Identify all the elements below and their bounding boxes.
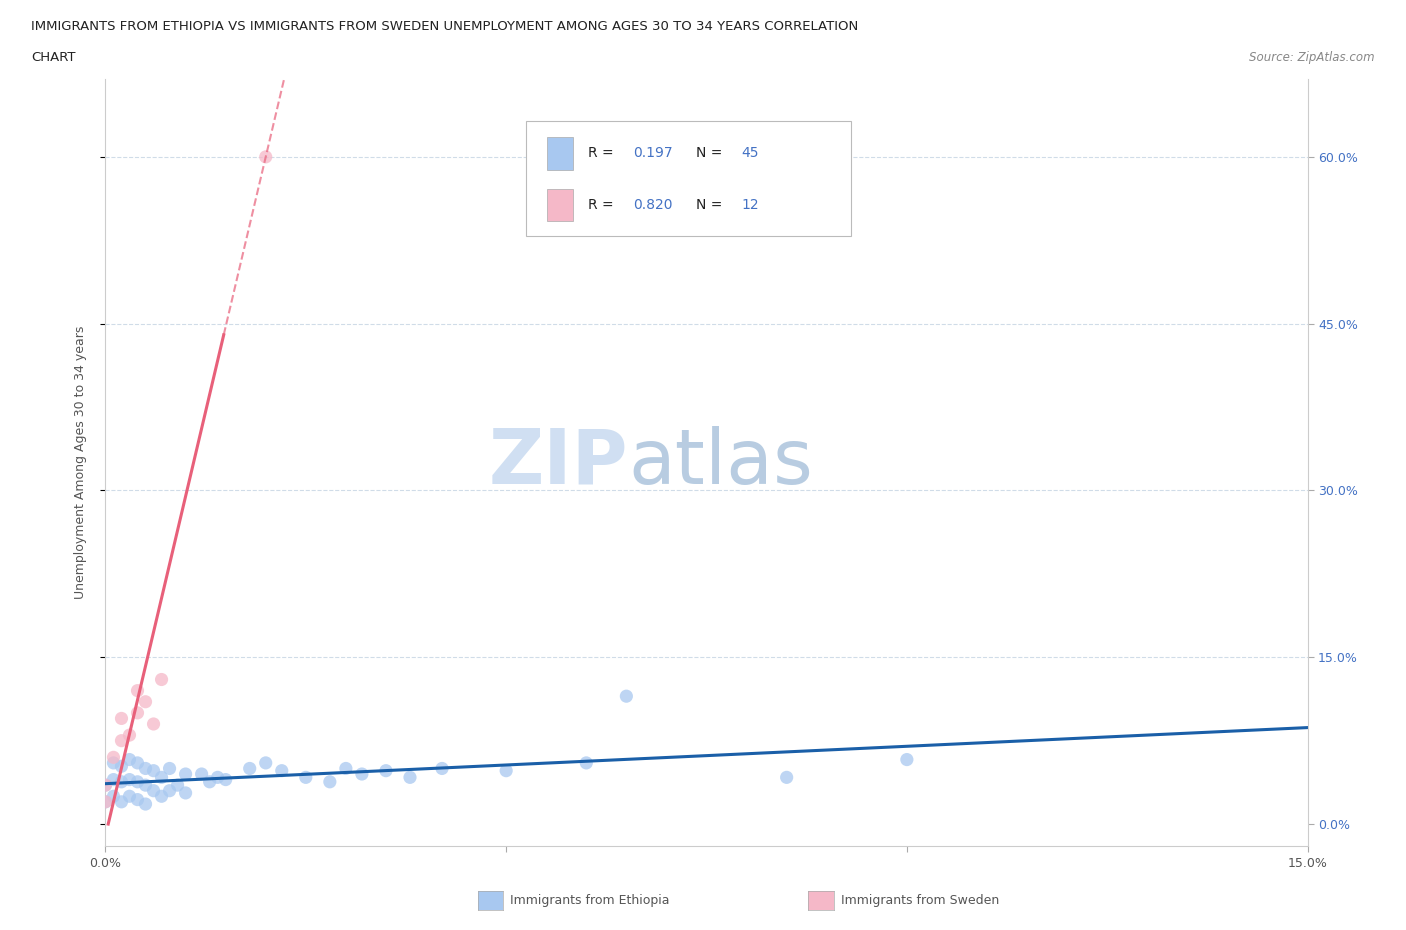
Text: IMMIGRANTS FROM ETHIOPIA VS IMMIGRANTS FROM SWEDEN UNEMPLOYMENT AMONG AGES 30 TO: IMMIGRANTS FROM ETHIOPIA VS IMMIGRANTS F… — [31, 20, 858, 33]
Point — [103, 772, 125, 787]
Bar — [547, 189, 574, 221]
Point — [103, 789, 125, 804]
Point — [159, 783, 181, 798]
Point — [776, 770, 799, 785]
Point — [174, 786, 197, 801]
Point — [896, 752, 918, 767]
Text: 0.197: 0.197 — [633, 146, 673, 161]
Text: 45: 45 — [741, 146, 759, 161]
Point — [118, 772, 141, 787]
Point — [110, 775, 132, 790]
Point — [295, 770, 318, 785]
Text: Immigrants from Sweden: Immigrants from Sweden — [841, 894, 1000, 907]
Text: CHART: CHART — [31, 51, 76, 64]
Point — [399, 770, 422, 785]
Point — [103, 750, 125, 764]
Point — [166, 777, 188, 792]
Point — [103, 755, 125, 770]
Point — [335, 761, 357, 776]
Text: R =: R = — [588, 198, 617, 212]
Text: R =: R = — [588, 146, 617, 161]
Y-axis label: Unemployment Among Ages 30 to 34 years: Unemployment Among Ages 30 to 34 years — [75, 326, 87, 599]
Point — [127, 792, 149, 807]
Point — [118, 727, 141, 742]
Point — [94, 777, 117, 792]
Point — [616, 689, 638, 704]
Point — [254, 755, 277, 770]
Point — [110, 733, 132, 748]
Point — [135, 761, 157, 776]
Point — [135, 777, 157, 792]
Point — [118, 752, 141, 767]
Point — [575, 755, 598, 770]
Point — [254, 150, 277, 165]
Point — [135, 797, 157, 812]
Point — [495, 764, 517, 778]
Text: atlas: atlas — [628, 426, 813, 499]
Text: Immigrants from Ethiopia: Immigrants from Ethiopia — [510, 894, 669, 907]
Point — [142, 764, 165, 778]
Point — [374, 764, 398, 778]
Point — [207, 770, 229, 785]
Point — [159, 761, 181, 776]
Point — [118, 789, 141, 804]
Point — [94, 777, 117, 792]
Point — [214, 772, 236, 787]
Point — [135, 695, 157, 710]
Point — [110, 794, 132, 809]
Text: N =: N = — [696, 198, 727, 212]
Point — [110, 759, 132, 774]
Point — [239, 761, 262, 776]
Point — [127, 706, 149, 721]
Point — [350, 766, 373, 781]
Point — [127, 684, 149, 698]
Point — [150, 789, 173, 804]
Point — [319, 775, 342, 790]
Point — [198, 775, 221, 790]
Point — [94, 794, 117, 809]
Point — [110, 711, 132, 726]
Text: 0.820: 0.820 — [633, 198, 672, 212]
Point — [94, 794, 117, 809]
Point — [127, 775, 149, 790]
Point — [150, 770, 173, 785]
Point — [142, 716, 165, 731]
Text: N =: N = — [696, 146, 727, 161]
Bar — [547, 138, 574, 169]
Point — [127, 755, 149, 770]
Point — [430, 761, 453, 776]
Point — [142, 783, 165, 798]
FancyBboxPatch shape — [526, 121, 851, 236]
Point — [270, 764, 292, 778]
Point — [150, 672, 173, 687]
Text: 12: 12 — [741, 198, 759, 212]
Text: ZIP: ZIP — [489, 426, 628, 499]
Point — [190, 766, 212, 781]
Text: Source: ZipAtlas.com: Source: ZipAtlas.com — [1250, 51, 1375, 64]
Point — [174, 766, 197, 781]
